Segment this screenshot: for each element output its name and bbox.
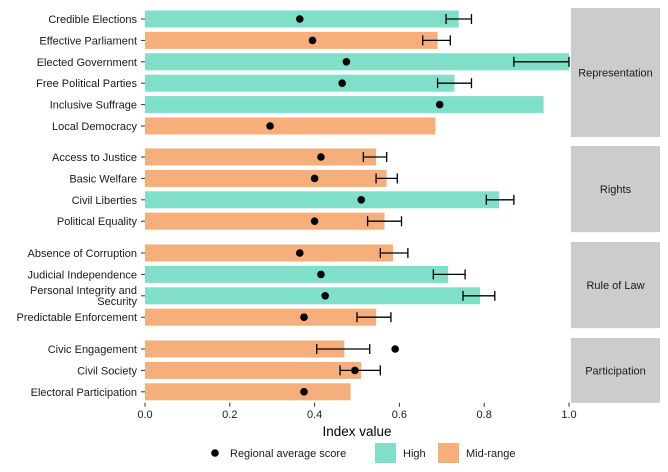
legend-item: Mid-range [438,443,516,463]
bar [145,244,394,262]
bar [145,383,351,401]
bar [145,308,377,326]
error-bar [356,312,392,323]
bar [145,191,500,209]
category-label: Civic Engagement [48,344,137,356]
error-bar [379,248,409,258]
category-label: Absence of Corruption [28,248,137,260]
bar [145,53,569,71]
legend-item: High [375,443,426,463]
facet-strip [571,242,660,329]
regional-average-point [295,249,304,257]
legend-label: Regional average score [230,448,346,460]
category-label: Effective Parliament [39,35,137,47]
facet-panels: Representation Credible Elections Effectiv… [17,8,660,403]
bar [145,287,480,305]
error-bar [436,78,473,89]
regional-average-point [310,174,319,183]
x-axis: 0.0 0.2 0.4 0.6 0.8 1.0 [137,402,577,421]
bar [145,74,455,92]
bar [145,31,438,49]
category-label: Electoral Participation [31,387,137,399]
facet-strip-label: Representation [578,68,653,80]
regional-average-point [310,217,319,225]
regional-average-point [317,153,325,161]
bar [145,148,377,166]
x-tick-label: 1.0 [561,409,576,421]
category-label: Inclusive Suffrage [50,100,137,112]
x-axis-title: Index value [322,424,391,439]
error-bar [432,269,466,280]
regional-average-point [317,270,325,279]
legend-label: High [403,448,426,460]
category-label: Access to Justice [52,152,137,164]
regional-average-point [300,313,308,322]
regional-average-point [342,58,351,66]
bar [145,265,449,283]
bar [145,212,385,230]
facet-strip [571,146,660,233]
error-bar [375,173,398,184]
category-label: Local Democracy [52,121,137,133]
error-bar [485,194,515,205]
error-bar [422,35,451,46]
facet-participation: Participation Civic Engagement Civil Socie… [31,338,660,403]
category-label: Judicial Independence [28,269,137,281]
category-label: Basic Welfare [69,173,137,185]
x-tick-label: 0.8 [477,409,492,421]
facet-strip [571,338,660,403]
bar [145,117,436,135]
regional-average-point [357,196,366,204]
bar [145,361,362,379]
category-label: Civil Liberties [72,195,138,207]
error-bar [362,152,388,162]
facet-strip-label: Rule of Law [586,280,644,292]
x-tick-label: 0.4 [307,409,322,421]
regional-average-point [351,366,359,375]
error-bar [316,344,371,354]
facet-rule-of-law: Rule of Law Absence of Corruption Judicial… [17,242,660,329]
x-tick-label: 0.2 [222,409,237,421]
facet-strip [571,8,660,137]
legend-key-swatch [438,443,459,463]
regional-average-point [266,122,274,130]
regional-average-point [300,388,308,396]
facet-representation: Representation Credible Elections Effectiv… [36,8,660,137]
bar [145,340,345,358]
facet-rights: Rights Access to Justice Basic Welfare Civi… [52,146,660,233]
error-bar [366,216,403,227]
error-bar [445,14,473,24]
regional-average-point [308,36,317,45]
facet-strip-label: Rights [600,184,632,196]
regional-average-point [321,292,330,300]
legend: Regional average score High Mid-range [211,443,516,463]
x-tick-label: 0.0 [137,409,152,421]
category-label: Personal Integrity and Security [30,285,138,308]
facet-strip-label: Participation [585,365,646,377]
error-bar [513,56,570,67]
category-label: Elected Government [37,57,137,69]
category-label: Free Political Parties [36,78,137,90]
error-bar [339,365,381,376]
regional-average-point [295,15,304,23]
legend-key-point [211,449,219,457]
legend-label: Mid-range [466,448,516,460]
error-bar [462,290,496,301]
legend-key-swatch [375,443,396,463]
bar [145,96,544,114]
category-label: Predictable Enforcement [17,312,137,324]
x-tick-label: 0.6 [392,409,407,421]
regional-average-point [435,100,444,109]
category-label: Credible Elections [48,14,137,26]
regional-average-point [391,345,399,353]
category-label: Political Equality [57,216,138,228]
category-label: Civil Society [77,365,137,377]
legend-item: Regional average score [211,448,346,460]
bar [145,169,387,187]
regional-average-point [338,79,346,87]
